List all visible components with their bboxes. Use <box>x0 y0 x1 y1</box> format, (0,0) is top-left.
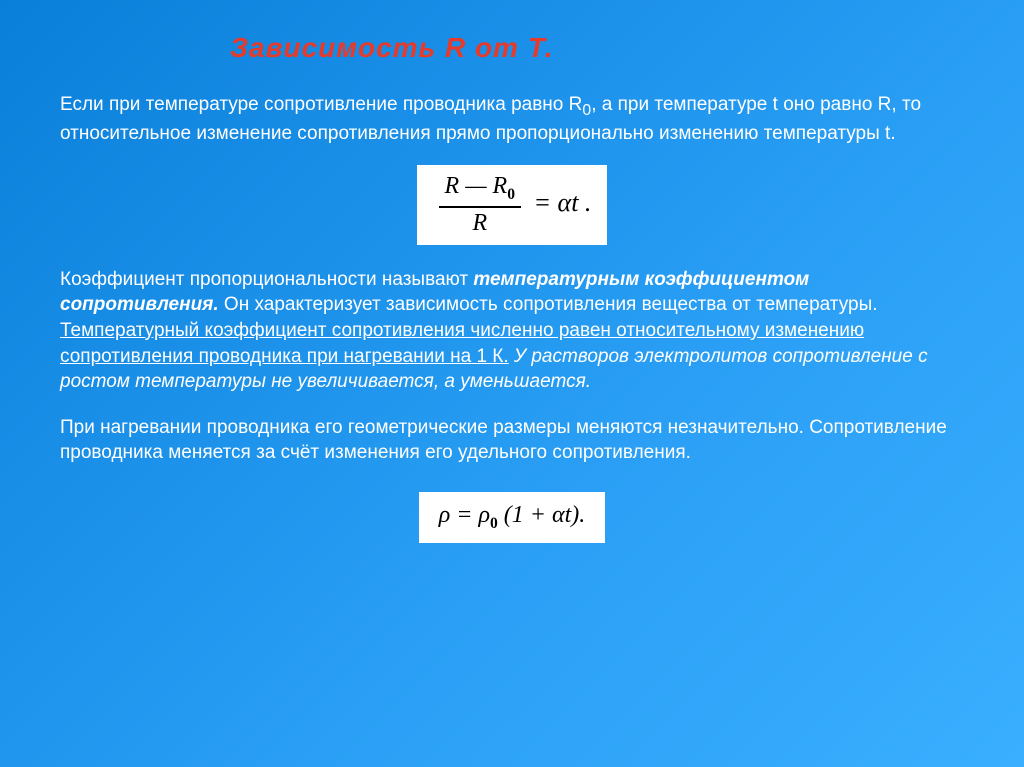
p2-text-a: Коэффициент пропорциональности называют <box>60 269 473 290</box>
formula-1-denominator: R <box>439 208 521 237</box>
paragraph-1: Если при температуре сопротивление прово… <box>60 92 964 147</box>
f1-num-text: R — R <box>445 173 508 199</box>
f2-lhs: ρ = ρ <box>439 502 490 528</box>
formula-1-numerator: R — R0 <box>439 173 521 208</box>
formula-2-container: ρ = ρ0 (1 + αt). <box>60 492 964 543</box>
p1-sub0: 0 <box>582 102 591 119</box>
formula-1-container: R — R0 R = αt . <box>60 165 964 245</box>
paragraph-2: Коэффициент пропорциональности называют … <box>60 267 964 395</box>
formula-1: R — R0 R = αt . <box>417 165 608 245</box>
p1-text-a: Если при температуре сопротивление прово… <box>60 94 582 115</box>
paragraph-3: При нагревании проводника его геометриче… <box>60 415 964 466</box>
slide-title: Зависимость R от Т. <box>230 32 964 64</box>
f2-sub0: 0 <box>490 515 498 532</box>
formula-2: ρ = ρ0 (1 + αt). <box>419 492 605 543</box>
f2-rhs: (1 + αt). <box>498 502 585 528</box>
p2-text-b: Он характеризует зависимость сопротивлен… <box>219 294 878 315</box>
formula-1-fraction: R — R0 R <box>439 173 521 237</box>
formula-1-rhs: = αt . <box>534 188 592 217</box>
f1-num-sub: 0 <box>507 186 515 203</box>
